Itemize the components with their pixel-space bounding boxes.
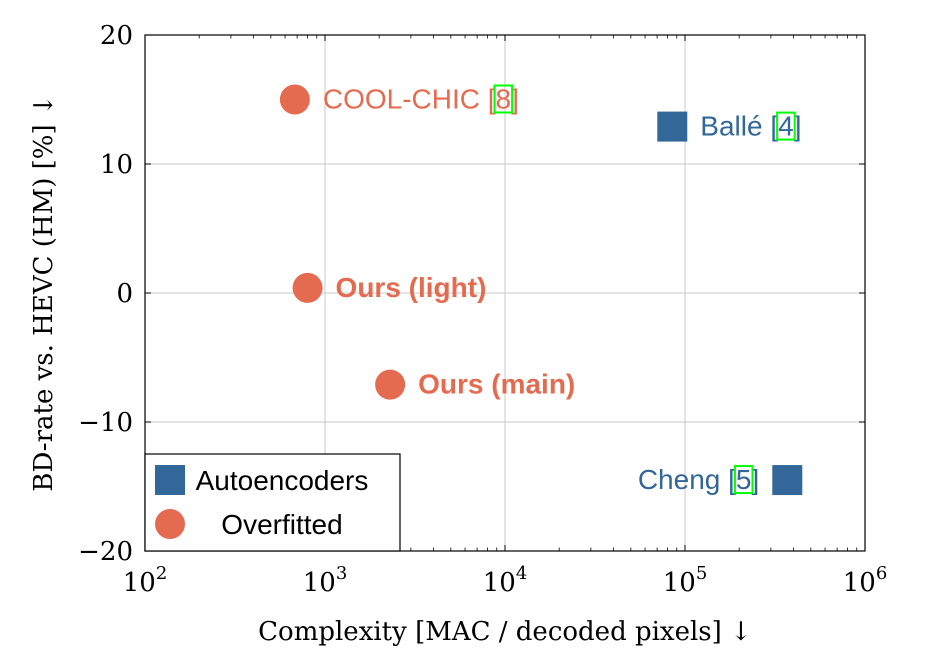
- x-tick-label: 105: [663, 563, 708, 598]
- legend-label: Autoencoders: [196, 465, 369, 496]
- data-point-square: [657, 111, 688, 142]
- data-points: Ballé [4] Cheng [5] COOL-CHIC [8] Ours (lig…: [279, 84, 803, 496]
- y-tick-label: −10: [78, 408, 133, 438]
- x-tick-label: 104: [483, 563, 528, 598]
- data-point-label: Cheng [5]: [638, 464, 759, 495]
- data-point-circle: [375, 369, 406, 400]
- legend-marker-square: [155, 465, 185, 495]
- x-tick-label: 106: [843, 563, 888, 598]
- y-tick-label: 10: [100, 150, 133, 180]
- axis-ticks: 102 103 104 105 106 −20 −10 0 10 20: [78, 21, 887, 598]
- y-axis-label: BD-rate vs. HEVC (HM) [%] ↓: [29, 94, 59, 491]
- legend-label: Overfitted: [221, 509, 342, 540]
- data-point-label: COOL-CHIC [8]: [323, 84, 519, 115]
- y-tick-label: 20: [100, 21, 133, 51]
- citation-link-box: [493, 84, 514, 114]
- x-axis-label: Complexity [MAC / decoded pixels] ↓: [258, 617, 752, 647]
- legend-box: [144, 453, 401, 552]
- data-point-circle: [279, 84, 310, 115]
- y-tick-label: 0: [116, 279, 133, 309]
- data-point-label: Ours (main): [418, 369, 575, 400]
- legend: Autoencoders Overfitted: [144, 453, 401, 552]
- citation-link-box: [733, 465, 754, 495]
- data-point-circle: [292, 272, 323, 303]
- x-tick-label: 102: [123, 563, 168, 598]
- y-tick-label: −20: [78, 537, 133, 567]
- data-point-square: [772, 465, 803, 496]
- legend-marker-circle: [155, 509, 185, 539]
- data-point-label: Ours (light): [336, 272, 487, 303]
- data-point-label: Ballé [4]: [700, 111, 801, 142]
- x-tick-label: 103: [303, 563, 348, 598]
- citation-link-box: [776, 111, 796, 141]
